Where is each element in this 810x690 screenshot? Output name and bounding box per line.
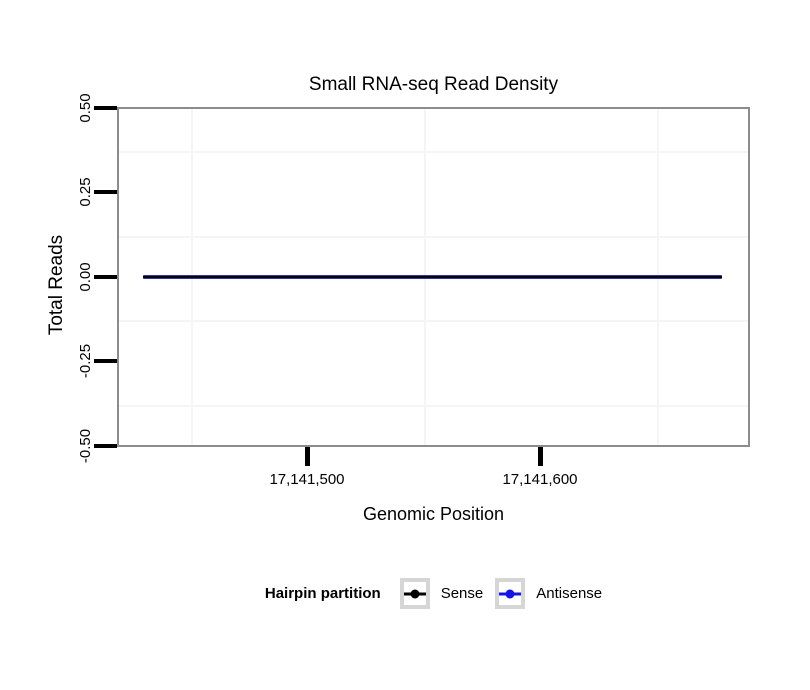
sense-point-icon	[410, 589, 420, 598]
x-tick-mark	[305, 447, 310, 466]
minor-gridline-horizontal	[119, 320, 748, 322]
legend-title: Hairpin partition	[264, 585, 381, 602]
x-axis-label: Genomic Position	[362, 504, 505, 524]
x-tick-label: 17,141,500	[269, 471, 345, 488]
legend-label-antisense: Antisense	[536, 585, 603, 602]
series-line-sense	[143, 276, 722, 278]
series-line-antisense	[143, 275, 722, 279]
y-tick-label: -0.50	[77, 428, 94, 464]
x-tick-label: 17,141,600	[502, 471, 578, 488]
minor-gridline-horizontal	[119, 405, 748, 407]
legend-key-sense	[399, 578, 430, 609]
y-tick-mark	[94, 444, 117, 448]
x-tick-mark	[538, 447, 543, 466]
y-axis-label: Total Reads	[46, 234, 67, 336]
chart-title: Small RNA-seq Read Density	[308, 74, 559, 95]
minor-gridline-horizontal	[119, 236, 748, 238]
plot-panel	[117, 107, 750, 447]
legend: Hairpin partition Sense Antisense	[117, 578, 750, 609]
y-tick-mark	[94, 106, 117, 110]
antisense-point-icon	[505, 589, 515, 598]
y-tick-mark	[94, 190, 117, 194]
minor-gridline-horizontal	[119, 151, 748, 153]
y-tick-label: 0.00	[77, 262, 94, 292]
y-tick-mark	[94, 359, 117, 363]
y-tick-label: 0.25	[77, 177, 94, 207]
y-tick-mark	[94, 275, 117, 279]
y-tick-label: -0.25	[77, 343, 94, 379]
legend-label-sense: Sense	[440, 585, 484, 602]
y-tick-label: 0.50	[77, 93, 94, 123]
legend-key-antisense	[495, 578, 526, 609]
